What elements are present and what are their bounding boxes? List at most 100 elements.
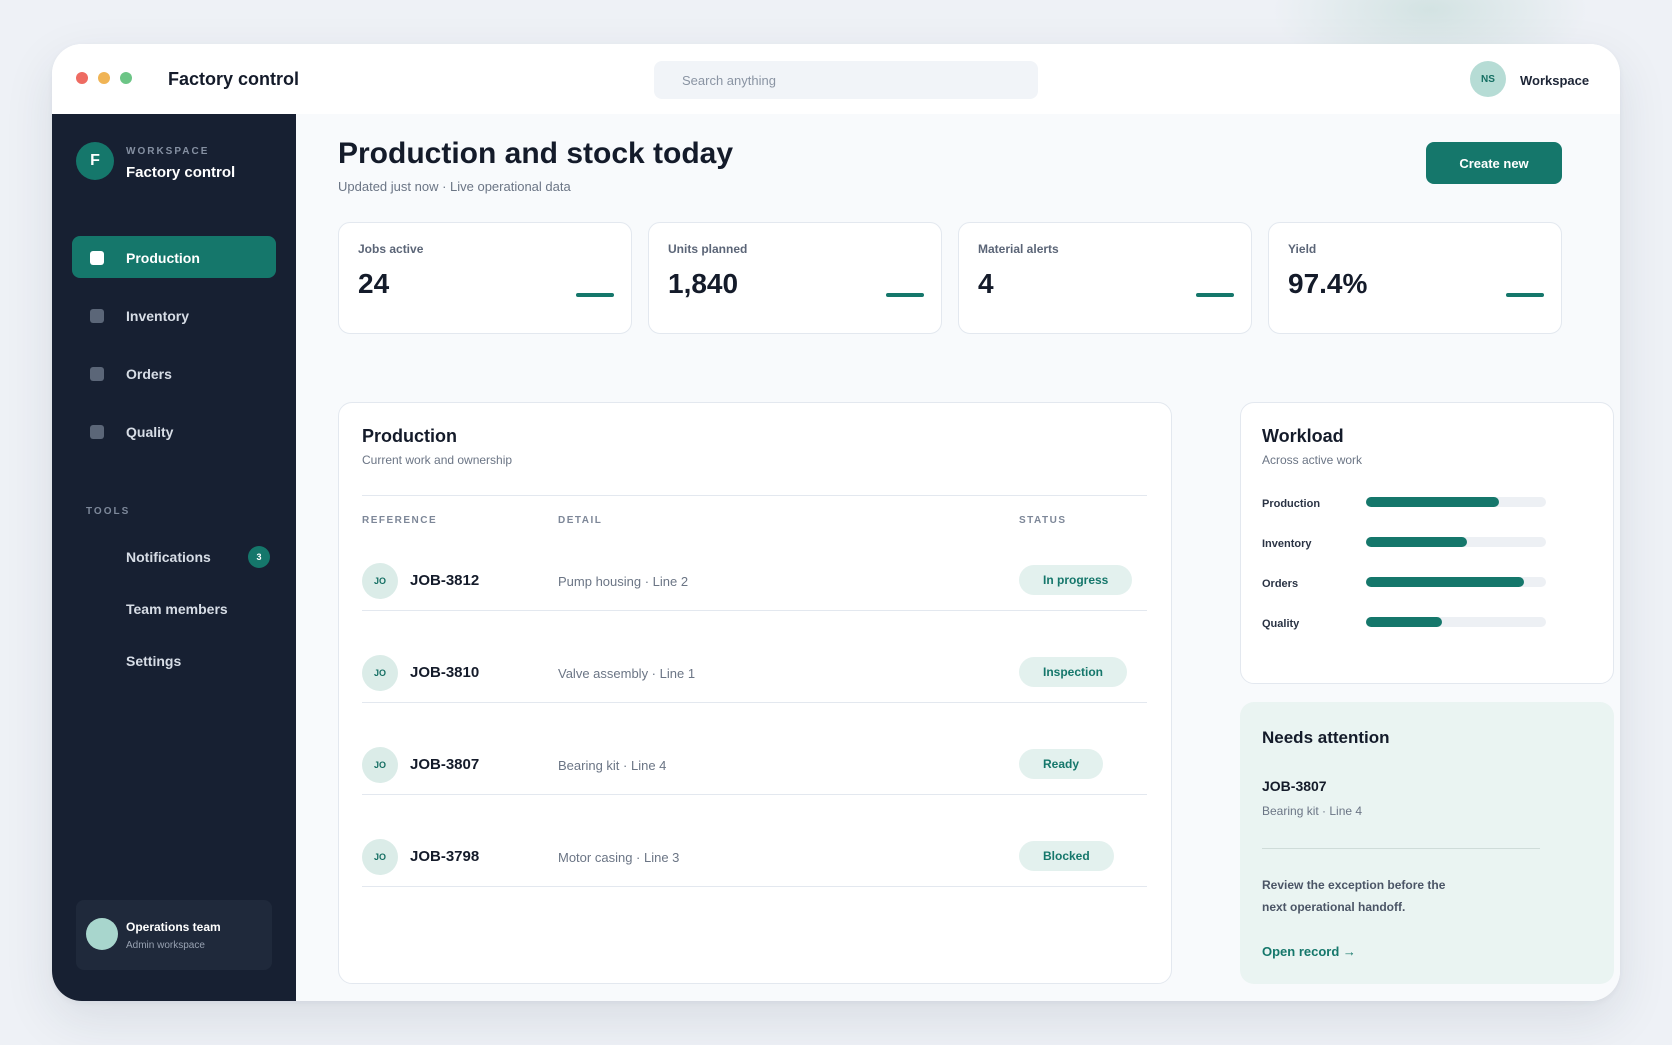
inventory-icon — [90, 309, 104, 323]
row-avatar: JO — [362, 563, 398, 599]
search-input[interactable]: Search anything — [654, 61, 1038, 99]
stat-card-jobs-active: Jobs active 24 — [338, 222, 632, 334]
sidebar-item-notifications[interactable]: Notifications — [126, 549, 211, 565]
attention-title: Needs attention — [1262, 728, 1390, 747]
workload-title: Workload — [1262, 426, 1344, 446]
workload-bar-track — [1366, 617, 1546, 627]
workload-label: Orders — [1262, 578, 1299, 590]
main-content: Production and stock today Updated just … — [296, 114, 1620, 1001]
titlebar: Factory control Search anything NS Works… — [52, 44, 1620, 114]
stat-value: 97.4% — [1288, 268, 1368, 299]
sidebar-item-inventory[interactable]: Inventory — [72, 294, 276, 336]
page-subtitle: Updated just now · Live operational data — [338, 179, 571, 194]
app-title: Factory control — [168, 69, 300, 89]
workload-label: Quality — [1262, 618, 1300, 630]
workload-label: Inventory — [1262, 538, 1312, 550]
row-reference[interactable]: JOB-3810 — [410, 664, 480, 681]
close-window-button[interactable] — [76, 72, 88, 84]
workspace-caption: WORKSPACE — [126, 146, 210, 157]
sidebar-item-production[interactable]: Production — [72, 236, 276, 278]
table-row[interactable]: JO JOB-3812 Pump housing · Line 2 In pro… — [362, 543, 1147, 635]
row-divider — [362, 886, 1147, 887]
row-divider — [362, 794, 1147, 795]
row-detail: Valve assembly · Line 1 — [558, 666, 696, 681]
stat-label: Jobs active — [358, 242, 424, 256]
workload-bar-track — [1366, 497, 1546, 507]
team-role: Admin workspace — [126, 940, 205, 951]
sidebar-item-label: Production — [126, 250, 200, 266]
stat-trend-bar — [1196, 293, 1234, 297]
table-row[interactable]: JO JOB-3807 Bearing kit · Line 4 Ready — [362, 727, 1147, 819]
row-reference[interactable]: JOB-3798 — [410, 848, 480, 865]
team-name: Operations team — [126, 920, 221, 934]
workload-subtitle: Across active work — [1262, 453, 1363, 467]
workload-label: Production — [1262, 498, 1321, 510]
page-title: Production and stock today — [338, 137, 734, 170]
workload-card: Workload Across active work Production I… — [1240, 402, 1614, 684]
workload-bar-fill — [1366, 537, 1467, 547]
orders-icon — [90, 367, 104, 381]
row-detail: Bearing kit · Line 4 — [558, 758, 667, 773]
stat-card-yield: Yield 97.4% — [1268, 222, 1562, 334]
row-avatar: JO — [362, 839, 398, 875]
status-badge: Ready — [1019, 749, 1104, 779]
row-divider — [362, 702, 1147, 703]
stat-card-units-planned: Units planned 1,840 — [648, 222, 942, 334]
row-reference[interactable]: JOB-3812 — [410, 572, 480, 589]
workspace-name[interactable]: Factory control — [126, 164, 236, 181]
notification-count-badge: 3 — [248, 546, 270, 568]
sidebar-item-orders[interactable]: Orders — [72, 352, 276, 394]
row-detail: Motor casing · Line 3 — [558, 850, 680, 865]
quality-icon — [90, 425, 104, 439]
table-divider — [362, 495, 1147, 496]
table-row[interactable]: JO JOB-3810 Valve assembly · Line 1 Insp… — [362, 635, 1147, 727]
stat-value: 4 — [978, 268, 994, 299]
attention-detail: Bearing kit · Line 4 — [1262, 804, 1363, 818]
sidebar: F WORKSPACE Factory control Production I… — [52, 114, 296, 1001]
stat-value: 24 — [358, 268, 390, 299]
sidebar-item-label: Orders — [126, 366, 172, 382]
row-avatar: JO — [362, 655, 398, 691]
status-badge: In progress — [1019, 565, 1133, 595]
stat-label: Yield — [1288, 242, 1317, 256]
stat-card-material-alerts: Material alerts 4 — [958, 222, 1252, 334]
workload-bar-fill — [1366, 577, 1525, 587]
production-title: Production — [362, 426, 457, 446]
production-subtitle: Current work and ownership — [362, 453, 513, 467]
attention-reference: JOB-3807 — [1262, 778, 1327, 794]
app-window: Factory control Search anything NS Works… — [52, 44, 1620, 1001]
column-header-status: STATUS — [1019, 515, 1067, 526]
workload-bar-track — [1366, 537, 1546, 547]
stat-trend-bar — [886, 293, 924, 297]
team-avatar — [86, 918, 118, 950]
open-record-link[interactable]: Open record → — [1262, 944, 1356, 959]
column-header-reference: REFERENCE — [362, 515, 438, 526]
team-card[interactable]: Operations team Admin workspace — [76, 900, 272, 970]
row-reference[interactable]: JOB-3807 — [410, 756, 480, 773]
status-badge: Inspection — [1019, 657, 1128, 687]
row-avatar: JO — [362, 747, 398, 783]
row-detail: Pump housing · Line 2 — [558, 574, 689, 589]
maximize-window-button[interactable] — [120, 72, 132, 84]
column-header-detail: DETAIL — [558, 515, 603, 526]
sidebar-item-settings[interactable]: Settings — [126, 653, 182, 669]
search-placeholder: Search anything — [682, 73, 776, 88]
production-icon — [90, 251, 104, 265]
needs-attention-card: Needs attention JOB-3807 Bearing kit · L… — [1240, 702, 1614, 984]
row-divider — [362, 610, 1147, 611]
production-card: Production Current work and ownership RE… — [338, 402, 1172, 984]
attention-message: Review the exception before the next ope… — [1262, 878, 1446, 914]
minimize-window-button[interactable] — [98, 72, 110, 84]
stat-value: 1,840 — [668, 268, 739, 299]
table-row[interactable]: JO JOB-3798 Motor casing · Line 3 Blocke… — [362, 819, 1147, 911]
workload-bar-fill — [1366, 497, 1500, 507]
sidebar-item-quality[interactable]: Quality — [72, 410, 276, 452]
create-new-button[interactable]: Create new — [1426, 142, 1562, 184]
tools-caption: TOOLS — [86, 506, 131, 517]
user-avatar[interactable]: NS — [1470, 61, 1506, 97]
sidebar-item-team-members[interactable]: Team members — [126, 601, 228, 617]
workload-bar-track — [1366, 577, 1546, 587]
workspace-menu[interactable]: Workspace — [1520, 73, 1590, 88]
stat-label: Units planned — [668, 242, 748, 256]
workload-bar-fill — [1366, 617, 1442, 627]
